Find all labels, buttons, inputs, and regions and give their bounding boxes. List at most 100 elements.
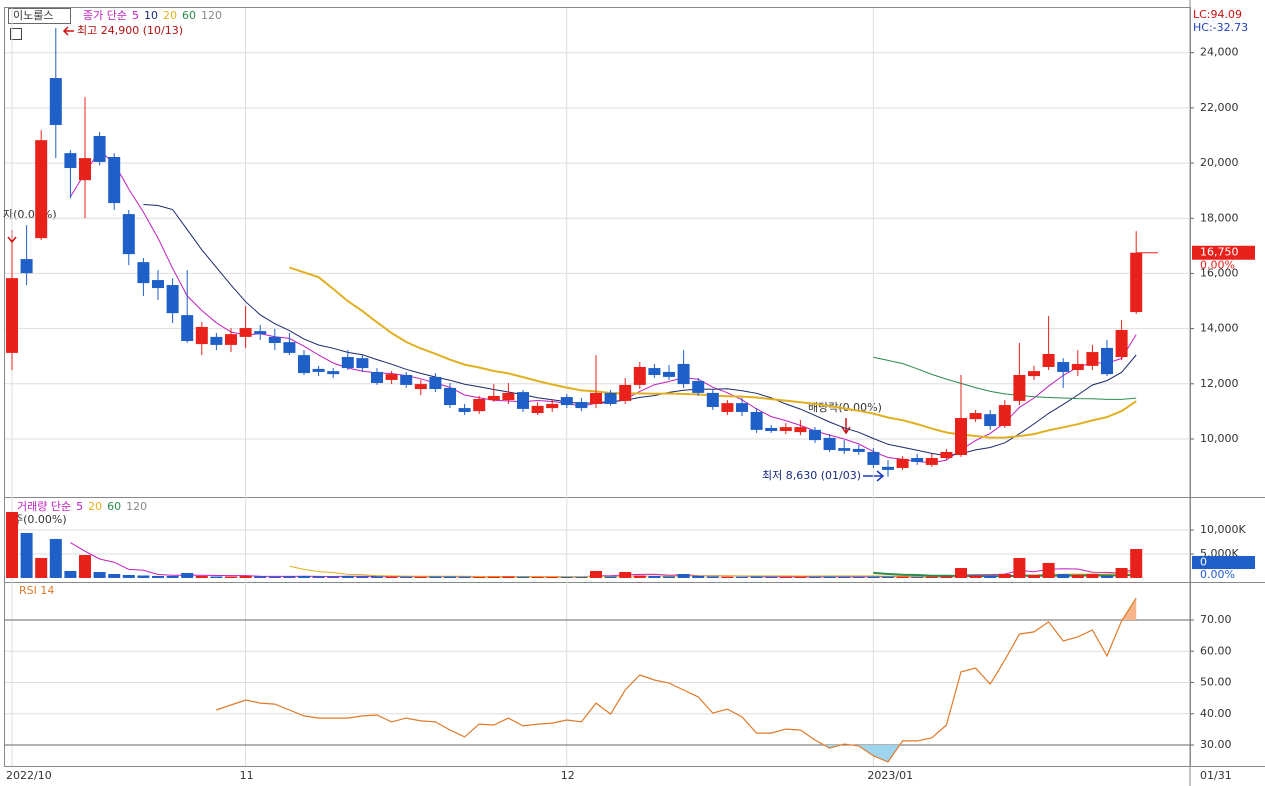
- candle: [925, 453, 938, 467]
- candle: [765, 424, 778, 433]
- y-tick-label: 24,000: [1200, 46, 1239, 59]
- legend-item: 120: [201, 9, 222, 22]
- legend-item: 20: [88, 500, 102, 513]
- candle: [312, 365, 325, 377]
- candle-body: [371, 371, 383, 383]
- volume-bar: [283, 576, 296, 578]
- volume-bar: [677, 574, 690, 578]
- volume-bar: [984, 575, 997, 578]
- volume-bar: [1115, 568, 1128, 578]
- y-tick-label: 60.00: [1200, 644, 1232, 657]
- candle-body: [736, 403, 748, 412]
- candle-body: [852, 448, 865, 452]
- ex-dividend-annotation: 배당락(0.00%): [808, 401, 882, 414]
- candle-body: [911, 458, 924, 462]
- y-tick-label: 18,000: [1200, 211, 1239, 224]
- candle: [1086, 344, 1099, 371]
- volume-note: 0주(0.00%): [6, 513, 67, 526]
- volume-bar: [79, 554, 91, 578]
- candle-body: [1115, 329, 1128, 358]
- y-tick-label: 10,000: [1200, 432, 1239, 445]
- candle-body: [341, 357, 354, 369]
- stock-name-box[interactable]: [8, 8, 71, 24]
- candle-body: [867, 451, 880, 465]
- candle: [1013, 342, 1026, 406]
- candle-body: [239, 328, 252, 337]
- volume-bar: [692, 575, 705, 578]
- candle-body: [838, 448, 851, 451]
- candle-body: [546, 403, 559, 409]
- candle-body: [1028, 371, 1040, 377]
- left-annotation: 자(0.00%): [3, 208, 57, 221]
- candle-body: [765, 427, 778, 431]
- x-tick-label: 2022/10: [6, 769, 52, 782]
- candle-body: [327, 371, 340, 375]
- candle: [984, 410, 997, 430]
- volume-bar: [64, 570, 77, 578]
- volume-bar: [779, 576, 792, 578]
- candle-body: [575, 402, 588, 409]
- volume-bar: [823, 576, 836, 578]
- candle-body: [896, 458, 909, 468]
- candle-body: [692, 381, 705, 393]
- candle-body: [794, 427, 807, 433]
- candle-body: [298, 355, 310, 374]
- volume-bar: [385, 576, 398, 578]
- volume-bar: [546, 576, 559, 578]
- candle-body: [531, 405, 544, 414]
- volume-bar: [122, 574, 135, 578]
- candle: [502, 382, 515, 404]
- volume-bar: [619, 571, 632, 578]
- grid-icon[interactable]: [10, 28, 22, 40]
- candle: [736, 397, 748, 417]
- candle: [20, 225, 33, 286]
- last-price-box: [1192, 245, 1255, 260]
- volume-bar: [969, 575, 982, 578]
- candle: [1115, 320, 1128, 361]
- y-tick-label: 40.00: [1200, 707, 1232, 720]
- legend: 종가 단순 5 10 20 60 120: [83, 9, 222, 22]
- candle-body: [940, 451, 953, 459]
- candle: [268, 328, 281, 351]
- volume-bar: [49, 538, 62, 578]
- candle-body: [998, 405, 1011, 427]
- volume-bar: [560, 576, 573, 578]
- candle: [1057, 358, 1070, 388]
- candle: [750, 408, 763, 433]
- volume-current-box: [1192, 556, 1255, 569]
- volume-bar: [35, 557, 48, 578]
- volume-bar: [1028, 575, 1040, 578]
- candle-body: [560, 397, 573, 406]
- volume-bar: [736, 576, 748, 578]
- candle: [152, 270, 164, 300]
- candle-body: [473, 398, 486, 412]
- candle-body: [166, 285, 179, 314]
- volume-bar: [371, 576, 383, 578]
- candle: [1101, 339, 1113, 377]
- candle-body: [604, 392, 617, 404]
- candle: [327, 368, 340, 379]
- candle-body: [502, 392, 515, 401]
- volume-bar: [590, 570, 602, 578]
- candle-body: [706, 392, 719, 407]
- candle-body: [35, 140, 48, 239]
- candle: [633, 362, 646, 390]
- candle-body: [400, 374, 413, 385]
- candle-body: [49, 78, 62, 125]
- high-arrow: [62, 26, 74, 36]
- volume-bar: [882, 576, 894, 578]
- candle-body: [108, 156, 121, 204]
- legend-item: 60: [107, 500, 121, 513]
- volume-bar: [706, 576, 719, 578]
- rsi-line: [216, 597, 1137, 763]
- candle: [677, 350, 690, 388]
- candle: [721, 400, 734, 415]
- candle: [6, 240, 18, 371]
- ma-line: [873, 356, 1137, 400]
- volume-bar: [20, 532, 33, 578]
- candle-body: [225, 334, 237, 345]
- legend-item: 거래량 단순: [17, 500, 71, 513]
- candle: [181, 270, 194, 343]
- candle: [283, 333, 296, 356]
